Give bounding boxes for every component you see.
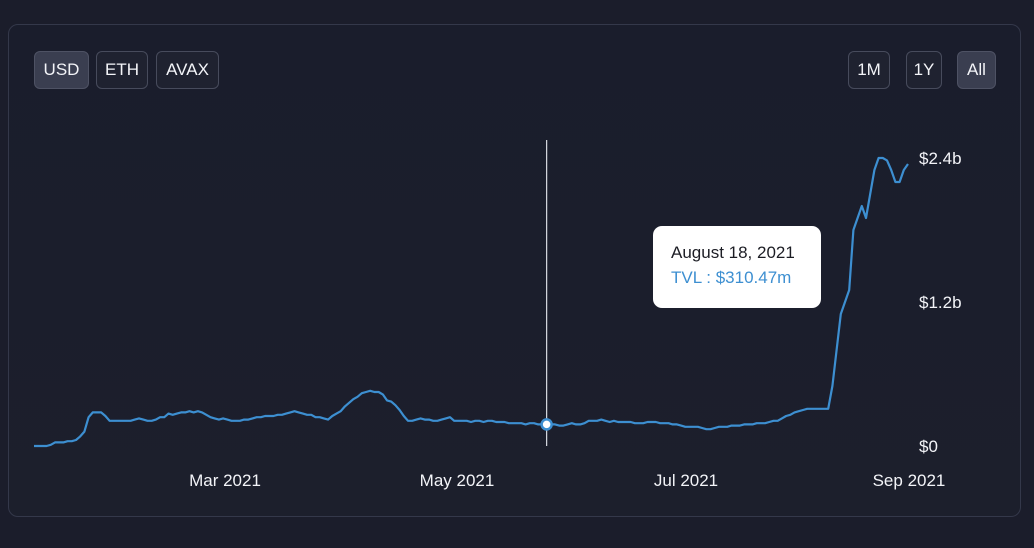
x-tick-label: May 2021 [420,471,495,490]
x-tick-label: Sep 2021 [873,471,946,490]
x-tick-label: Jul 2021 [654,471,718,490]
currency-button-avax[interactable]: AVAX [156,51,219,89]
chart-panel [8,24,1021,517]
tooltip-value-row: TVL : $310.47m [671,268,792,287]
y-tick-label: $2.4b [919,149,962,168]
y-tick-label: $1.2b [919,293,962,312]
y-tick-label: $0 [919,437,938,456]
range-button-1m[interactable]: 1M [848,51,890,89]
range-button-1y[interactable]: 1Y [906,51,942,89]
tooltip-value: $310.47m [715,268,792,287]
tooltip-label: TVL [671,268,702,287]
currency-button-eth[interactable]: ETH [96,51,148,89]
x-tick-label: Mar 2021 [189,471,261,490]
range-button-all[interactable]: All [957,51,996,89]
tvl-series-line [34,156,909,448]
currency-button-usd[interactable]: USD [34,51,89,89]
tooltip: August 18, 2021 TVL : $310.47m [653,226,821,308]
hover-point-marker [540,418,553,431]
tooltip-date: August 18, 2021 [671,243,795,262]
